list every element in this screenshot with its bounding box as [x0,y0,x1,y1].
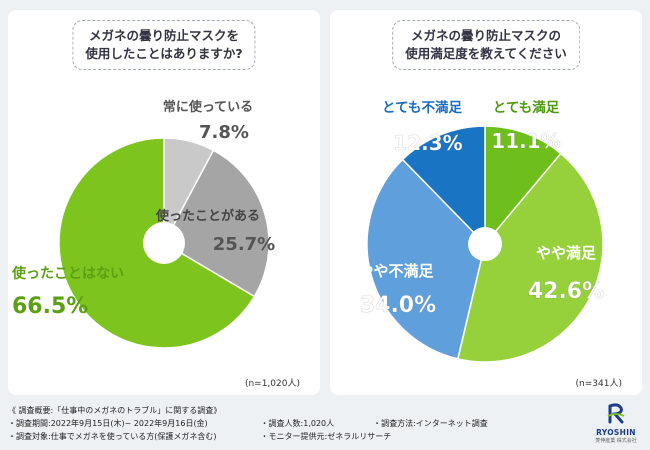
pie-slice-3 [401,125,486,246]
sample-size-note: (n=341人) [575,379,622,389]
company-logo: RYOSHIN 菱伸産業 株式会社 [592,402,640,444]
slice-value-label: 7.8% [199,122,249,143]
survey-overview-title: 《 調査概要:「仕事中のメガネのトラブル」に関する調査》 [8,406,222,415]
survey-period: ・調査期間:2022年9月15日(木)~ 2022年9月16日(金) [8,419,208,428]
donut-hole [468,227,502,261]
sample-size-note: (n=1,020人) [244,379,300,389]
survey-provider: ・モニター提供元:ゼネラルリサーチ [260,432,392,441]
pie-chart-satisfaction: とても満足 11.1% やや満足 42.6% やや不満足 34.0% とても不満足 12.3% [358,99,604,363]
pie-slice-2 [366,158,486,360]
survey-method: ・調査方法:インターネット調査 [373,419,488,428]
chart-title-usage: メガネの曇り防止マスクを 使用したことはありますか? [72,20,256,70]
slice-value-label: 25.7% [213,234,275,255]
slice-value-label: 11.1% [491,129,560,153]
slice-label: 使ったことがある [155,208,260,224]
chart-title-satisfaction: メガネの曇り防止マスクの 使用満足度を教えてください [392,20,580,70]
slice-label: 常に使っている [163,99,253,115]
pie-slice-1 [456,152,604,363]
slice-value-label: 34.0% [360,293,436,318]
slice-label: とても満足 [493,99,560,116]
survey-count: ・調査人数:1,020人 [260,419,335,428]
slice-label: 使ったことはない [11,265,124,282]
slice-label: やや不満足 [358,262,434,280]
slice-value-label: 42.6% [528,279,604,304]
chart-panel-satisfaction: メガネの曇り防止マスクの 使用満足度を教えてください とても満足 11.1% やや満… [330,10,642,395]
logo-mark-icon [607,403,625,424]
pie-slice-1 [163,149,270,298]
slice-value-label: 66.5% [12,294,88,319]
slice-value-label: 12.3% [393,131,462,155]
slice-label: やや満足 [536,244,597,262]
slice-label: とても不満足 [382,99,462,116]
survey-overview: 《 調査概要:「仕事中のメガネのトラブル」に関する調査》 ・調査期間:2022年… [8,404,568,443]
pie-slice-0 [484,125,562,247]
pie-chart-usage: 常に使っている 7.8% 使ったことがある 25.7% 使ったことはない 66.5% [11,99,275,349]
survey-target: ・調査対象:仕事でメガネを使っている方(保護メガネ含む) [8,432,217,441]
chart-panel-usage: メガネの曇り防止マスクを 使用したことはありますか? 常に使っている 7.8% 使っ… [8,10,320,395]
donut-hole [143,222,185,264]
